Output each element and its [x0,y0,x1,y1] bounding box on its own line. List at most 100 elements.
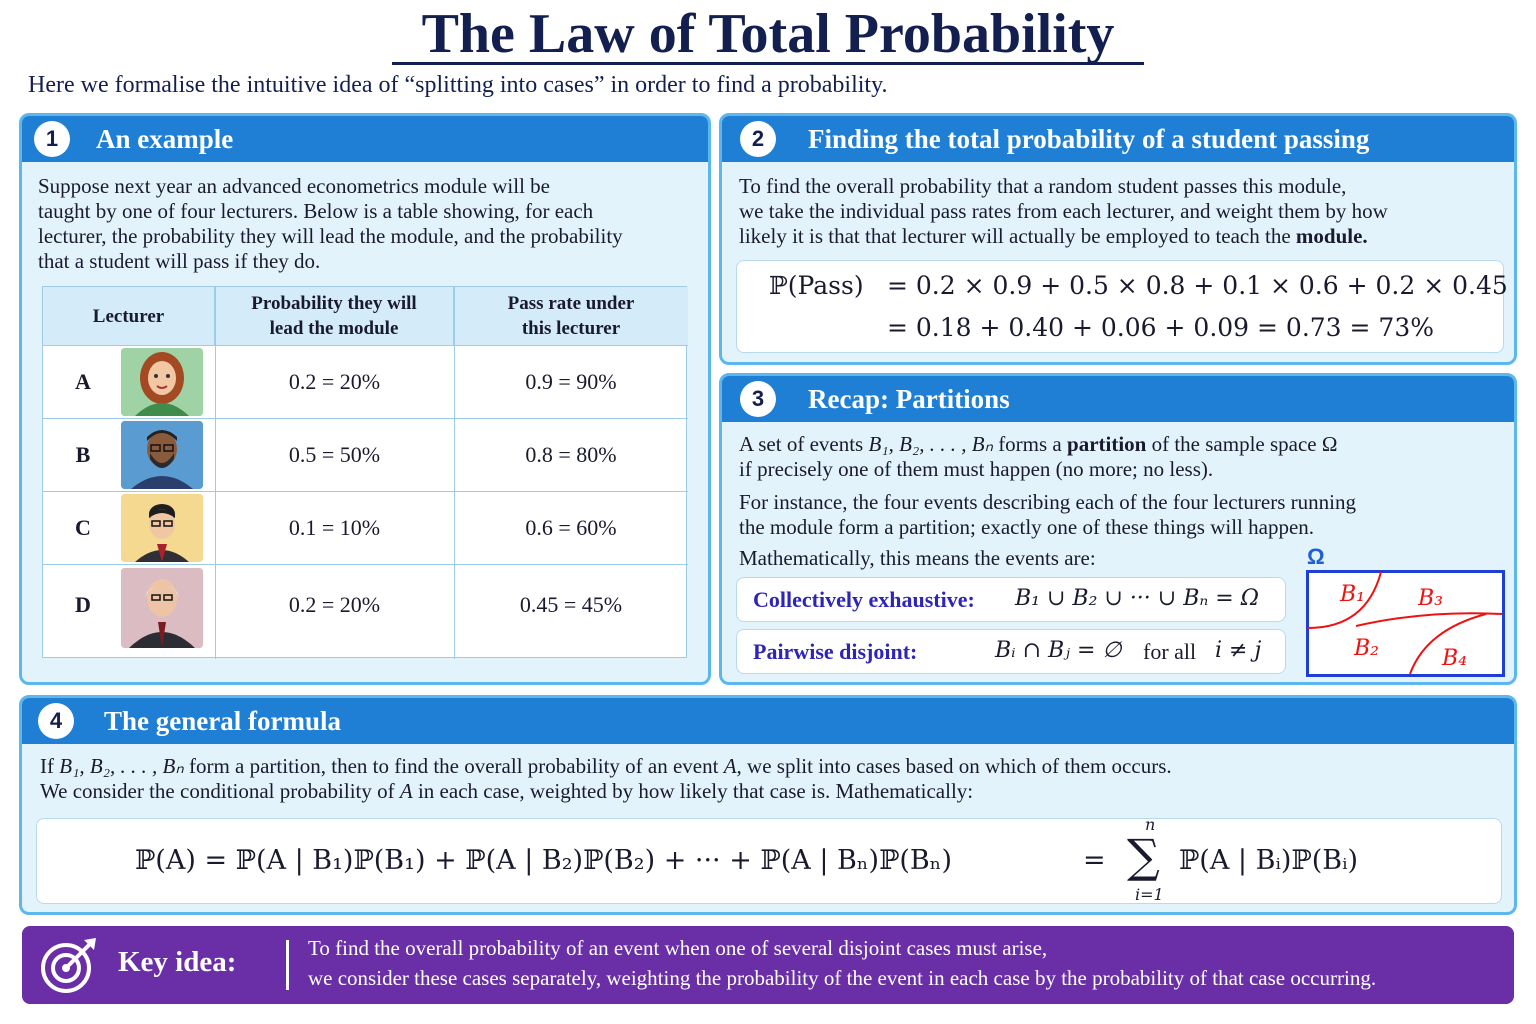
table-cell-pass-rate: 0.9 = 90% [525,368,617,394]
text-fragment: form a partition, then to find the overa… [188,754,719,778]
events-list: B₁, B₂, . . . , Bₙ [868,432,993,456]
panel-partitions-header: 3 Recap: Partitions [722,376,1514,422]
table-header-pass-rate: Pass rate under this lecturer [454,287,688,345]
table-header-lecturer: Lecturer [43,287,215,345]
collectively-exhaustive-box: Collectively exhaustive: B₁ ∪ B₂ ∪ ··· ∪… [736,577,1286,622]
table-cell-lecturer: A [75,368,91,394]
title-underline [392,62,1144,65]
pass-equation-line-2: = 0.18 + 0.40 + 0.06 + 0.09 = 0.73 = 73% [887,313,1434,342]
general-formula-box: ℙ(A) = ℙ(A | B₁)ℙ(B₁) + ℙ(A | B₂)ℙ(B₂) +… [36,815,1502,904]
text-fragment: in each case, weighted by how likely tha… [417,779,974,803]
lecturer-c-avatar [121,494,203,562]
lecturer-a-avatar [121,348,203,416]
text-line: For instance, the four events describing… [739,490,1356,514]
general-formula-text: If B₁, B₂, . . . , Bₙ form a partition, … [40,754,1500,804]
collectively-exhaustive-label: Collectively exhaustive: [753,587,975,612]
section-number-badge: 2 [740,121,776,157]
event-symbol: A [399,779,413,803]
key-idea-separator [286,940,289,990]
table-cell-pass-rate: 0.45 = 45% [519,591,623,617]
text-line: Suppose next year an advanced econometri… [38,174,550,198]
text-line: likely it is that that lecturer will act… [739,224,1291,248]
section-number-badge: 4 [38,703,74,739]
page-subtitle: Here we formalise the intuitive idea of … [28,72,888,98]
table-cell-lecturer: D [75,591,91,617]
sum-symbol: ∑ [1127,829,1160,883]
panel-example-header: 1 An example [22,116,708,162]
lecturer-b-avatar [121,421,203,489]
table-divider [43,491,688,492]
panel-total-probability: 2 Finding the total probability of a stu… [719,113,1517,365]
text-fragment: We consider the conditional probability … [40,779,395,803]
pairwise-disjoint-equation: Bᵢ ∩ Bⱼ = ∅ [995,638,1122,663]
text-fragment: of the sample space Ω [1151,432,1338,456]
text-line: Mathematically, this means the events ar… [739,546,1096,570]
key-idea-banner: Key idea: To find the overall probabilit… [22,926,1514,1004]
partition-diagram [1306,570,1505,677]
omega-label: Ω [1307,544,1325,569]
text-line: taught by one of four lecturers. Below i… [38,199,594,223]
pairwise-disjoint-condition: i ≠ j [1215,638,1262,663]
sum-upper-limit: n [1145,815,1156,834]
panel-partitions: 3 Recap: Partitions A set of events B₁, … [719,373,1517,685]
table-cell-probability: 0.1 = 10% [288,514,381,540]
general-formula-expansion: ℙ(A) = ℙ(A | B₁)ℙ(B₁) + ℙ(A | B₂)ℙ(B₂) +… [135,845,952,876]
general-formula-equals: = [1083,845,1106,876]
section-number-badge: 3 [740,381,776,417]
text-line: To find the overall probability that a r… [739,174,1347,198]
text-fragment: A set of events [739,432,864,456]
sum-lower-limit: i=1 [1135,885,1164,904]
table-divider [215,287,216,659]
table-cell-probability: 0.2 = 20% [288,591,381,617]
pairwise-disjoint-label: Pairwise disjoint: [753,639,918,664]
lecturer-table: Lecturer Probability they will lead the … [42,286,688,659]
text-fragment: If [40,754,54,778]
table-cell-pass-rate: 0.6 = 60% [525,514,617,540]
region-label: B₂ [1354,636,1379,661]
pass-equation-lhs: ℙ(Pass) [769,271,864,300]
panel-example-heading: An example [96,124,234,154]
table-divider [43,564,688,565]
text-emphasis: partition [1067,432,1147,456]
panel-partitions-heading: Recap: Partitions [808,384,1010,414]
page-title: The Law of Total Probability [421,3,1115,65]
pass-equation-line-1: = 0.2 × 0.9 + 0.5 × 0.8 + 0.1 × 0.6 + 0.… [887,271,1508,300]
text-line: we take the individual pass rates from e… [739,199,1388,223]
target-icon [41,938,96,993]
text-emphasis: module. [1295,224,1368,248]
pairwise-disjoint-box: Pairwise disjoint: Bᵢ ∩ Bⱼ = ∅ for all i… [736,629,1286,674]
key-idea-line-1: To find the overall probability of an ev… [308,936,1048,960]
panel-total-probability-header: 2 Finding the total probability of a stu… [722,116,1514,162]
text-fragment: we split into cases based on which of th… [747,754,1172,778]
key-idea-label: Key idea: [118,946,237,978]
section-number-badge: 1 [34,121,70,157]
text-line: the module form a partition; exactly one… [739,515,1315,539]
table-cell-pass-rate: 0.8 = 80% [525,441,617,467]
lecturer-d-avatar [121,568,203,648]
table-cell-probability: 0.5 = 50% [288,441,381,467]
table-divider [454,287,455,659]
table-cell-lecturer: C [75,514,91,540]
text-fragment: for all [1143,639,1197,664]
region-label: B₃ [1418,586,1443,611]
sum-term: ℙ(A | Bᵢ)ℙ(Bᵢ) [1179,845,1359,876]
region-label: B₁ [1340,582,1365,607]
panel-general-formula-heading: The general formula [104,706,341,736]
panel-general-formula-header: 4 The general formula [22,698,1514,744]
collectively-exhaustive-equation: B₁ ∪ B₂ ∪ ··· ∪ Bₙ = Ω [1015,586,1259,611]
panel-total-probability-text: To find the overall probability that a r… [739,174,1509,249]
table-header-probability: Probability they will lead the module [215,287,454,345]
region-label: B₄ [1442,646,1467,671]
panel-example: 1 An example Suppose next year an advanc… [19,113,711,685]
table-cell-lecturer: B [75,441,91,467]
partition-definition: A set of events B₁, B₂, . . . , Bₙ forms… [739,432,1509,571]
text-line: if precisely one of them must happen (no… [739,457,1214,481]
key-idea-line-2: we consider these cases separately, weig… [308,966,1377,990]
table-cell-probability: 0.2 = 20% [288,368,381,394]
pass-equation-box: ℙ(Pass) = 0.2 × 0.9 + 0.5 × 0.8 + 0.1 × … [736,260,1508,353]
text-line: that a student will pass if they do. [38,249,321,273]
panel-total-probability-heading: Finding the total probability of a stude… [808,124,1370,154]
events-list: B₁, B₂, . . . , Bₙ [59,754,184,778]
table-divider [43,418,688,419]
text-line: lecturer, the probability they will lead… [38,224,623,248]
